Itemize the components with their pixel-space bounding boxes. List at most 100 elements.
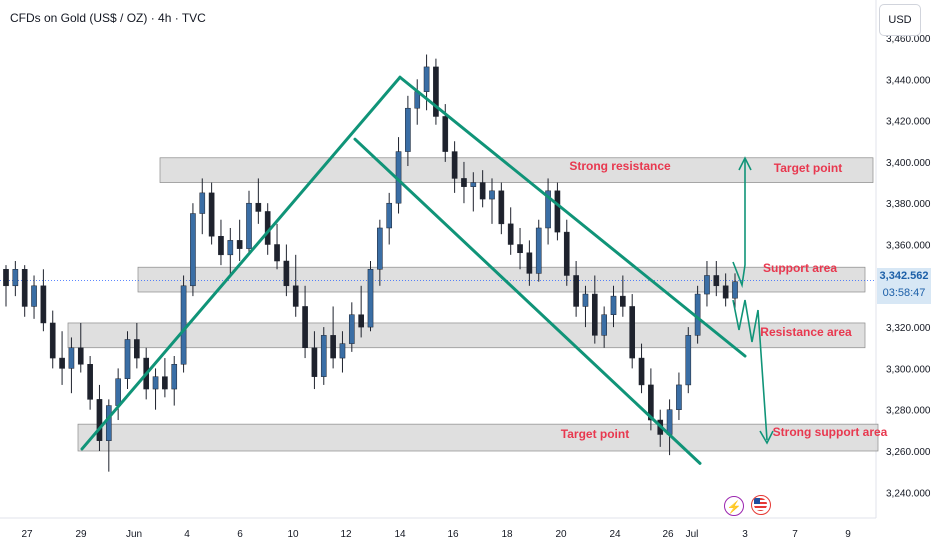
candle-body <box>40 285 47 324</box>
annotation-label: Target point <box>561 427 629 441</box>
time-tick-label: Jul <box>686 529 699 540</box>
candle <box>339 331 346 373</box>
candle-body <box>479 182 486 200</box>
candle <box>610 285 617 328</box>
candle <box>732 273 738 311</box>
candle-body <box>302 306 308 349</box>
time-tick-label: 16 <box>447 529 459 540</box>
candle-body <box>517 244 523 254</box>
candle <box>330 306 336 369</box>
annotation-label: Strong resistance <box>569 159 671 173</box>
candle <box>320 327 327 385</box>
candle-body <box>367 269 374 328</box>
time-tick-label: 27 <box>21 529 33 540</box>
candle <box>358 285 364 338</box>
candle <box>704 261 710 307</box>
channel-line <box>398 75 747 358</box>
candle-body <box>283 260 290 287</box>
candle-body <box>498 190 505 225</box>
time-tick-label: 24 <box>609 529 621 540</box>
candle-body <box>199 192 206 214</box>
candle-body <box>255 202 262 212</box>
candle <box>507 207 514 255</box>
candle <box>12 261 19 297</box>
candle <box>162 358 168 398</box>
candle-body <box>180 285 187 365</box>
candle-body <box>666 409 673 435</box>
candle-body <box>124 339 131 379</box>
candle-body <box>732 281 738 299</box>
candle-body <box>115 378 121 406</box>
candle <box>190 203 196 297</box>
annotation-label: Support area <box>763 261 837 275</box>
candle <box>348 302 355 352</box>
currency-button[interactable]: USD <box>879 4 921 36</box>
price-tick-label: 3,360.000 <box>886 241 931 252</box>
candle-body <box>218 235 224 256</box>
time-tick-label: 12 <box>340 529 352 540</box>
candle <box>40 269 47 332</box>
candle-body <box>311 347 318 377</box>
candle-body <box>405 107 411 152</box>
candle-body <box>358 314 364 328</box>
candle-body <box>330 335 336 359</box>
candle-body <box>451 151 458 179</box>
candle <box>105 399 112 472</box>
candle <box>21 265 28 317</box>
price-tick-label: 3,420.000 <box>886 117 931 128</box>
projection-up <box>732 156 752 289</box>
candle <box>302 285 308 359</box>
candle-body <box>563 231 570 276</box>
price-tick-label: 3,380.000 <box>886 199 931 210</box>
bar-countdown-label: 03:58:47 <box>882 287 926 299</box>
candle-body <box>704 275 710 295</box>
candle-body <box>591 293 598 336</box>
projection-down-arrowhead <box>759 430 774 445</box>
projection-up-path <box>732 160 746 289</box>
candle <box>554 182 561 241</box>
candle-body <box>348 314 355 344</box>
candle <box>433 58 439 125</box>
time-tick-label: 4 <box>184 529 190 540</box>
us-flag-icon[interactable] <box>751 495 771 515</box>
lightning-icon[interactable]: ⚡ <box>724 496 744 516</box>
candle-body <box>601 314 607 336</box>
candle <box>283 244 290 297</box>
candle-body <box>573 275 579 307</box>
candle-body <box>105 405 112 441</box>
candle-body <box>442 116 449 152</box>
candle-body <box>386 202 393 229</box>
candle-body <box>339 343 346 359</box>
candle-body <box>470 182 477 187</box>
chart-title: CFDs on Gold (US$ / OZ) · 4h · TVC <box>10 11 206 25</box>
candle <box>180 275 187 373</box>
candle <box>676 372 682 421</box>
candle-body <box>629 306 636 359</box>
candle-body <box>246 202 252 249</box>
candle-body <box>59 357 65 369</box>
candle-body <box>292 285 299 307</box>
candle <box>208 182 215 245</box>
channel-line <box>353 137 702 465</box>
candle-body <box>12 269 19 287</box>
candle <box>461 161 467 204</box>
candle <box>405 95 411 167</box>
candle-body <box>620 295 626 307</box>
price-tick-label: 3,400.000 <box>886 158 931 169</box>
time-tick-label: Jun <box>126 529 142 540</box>
candle <box>255 178 262 224</box>
time-tick-label: 10 <box>287 529 299 540</box>
candle-body <box>377 227 383 270</box>
candle <box>68 337 75 394</box>
time-tick-label: 14 <box>394 529 406 540</box>
candle-body <box>77 347 84 365</box>
price-tick-label: 3,460.000 <box>886 34 931 45</box>
candle-body <box>134 339 140 359</box>
candle-body <box>274 244 280 262</box>
candle-body <box>554 190 561 233</box>
candle-body <box>526 252 533 274</box>
candle-body <box>535 227 542 274</box>
candle-body <box>96 399 103 441</box>
candle-body <box>320 335 327 377</box>
